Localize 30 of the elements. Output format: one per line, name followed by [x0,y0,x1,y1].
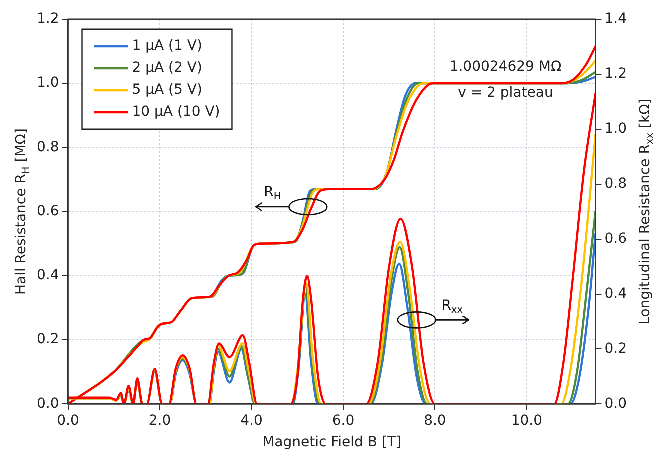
x-axis-title: Magnetic Field B [T] [262,434,402,451]
legend-label: 5 µA (5 V) [132,82,202,98]
x-tick-label: 4.0 [240,413,263,430]
annotation: 1.00024629 MΩ [450,59,562,76]
y2-axis-title: Longitudinal Resistance Rxx [kΩ] [638,98,656,325]
x-tick-label: 10.0 [511,413,543,430]
y-tick-label: 0.2 [37,332,60,348]
annotation: v = 2 plateau [458,85,554,102]
x-tick-label: 6.0 [332,413,355,430]
y2-tick-label: 0.4 [604,286,628,302]
y-tick-label: 0.6 [37,203,60,220]
legend-label: 1 µA (1 V) [132,38,202,54]
y-tick-label: 0.4 [37,268,60,284]
x-tick-label: 8.0 [424,413,446,430]
y2-tick-label: 0.8 [604,176,627,192]
y2-tick-label: 1.2 [604,66,627,82]
legend-label: 10 µA (10 V) [132,104,220,120]
y-tick-label: 1.2 [37,11,60,28]
x-tick-label: 0.0 [57,413,80,430]
legend-label: 2 µA (2 V) [132,60,202,76]
y-tick-label: 0.0 [37,396,60,412]
y2-tick-label: 1.0 [604,120,627,137]
y2-tick-label: 1.4 [604,11,628,28]
y-axis-title: Hall Resistance RH [MΩ] [14,128,32,296]
y2-tick-label: 0.2 [604,340,627,357]
x-tick-label: 2.0 [148,413,172,430]
y-tick-label: 1.0 [37,75,60,92]
y2-tick-label: 0.0 [604,396,627,412]
y2-tick-label: 0.6 [604,230,628,247]
y-tick-label: 0.8 [37,139,60,156]
